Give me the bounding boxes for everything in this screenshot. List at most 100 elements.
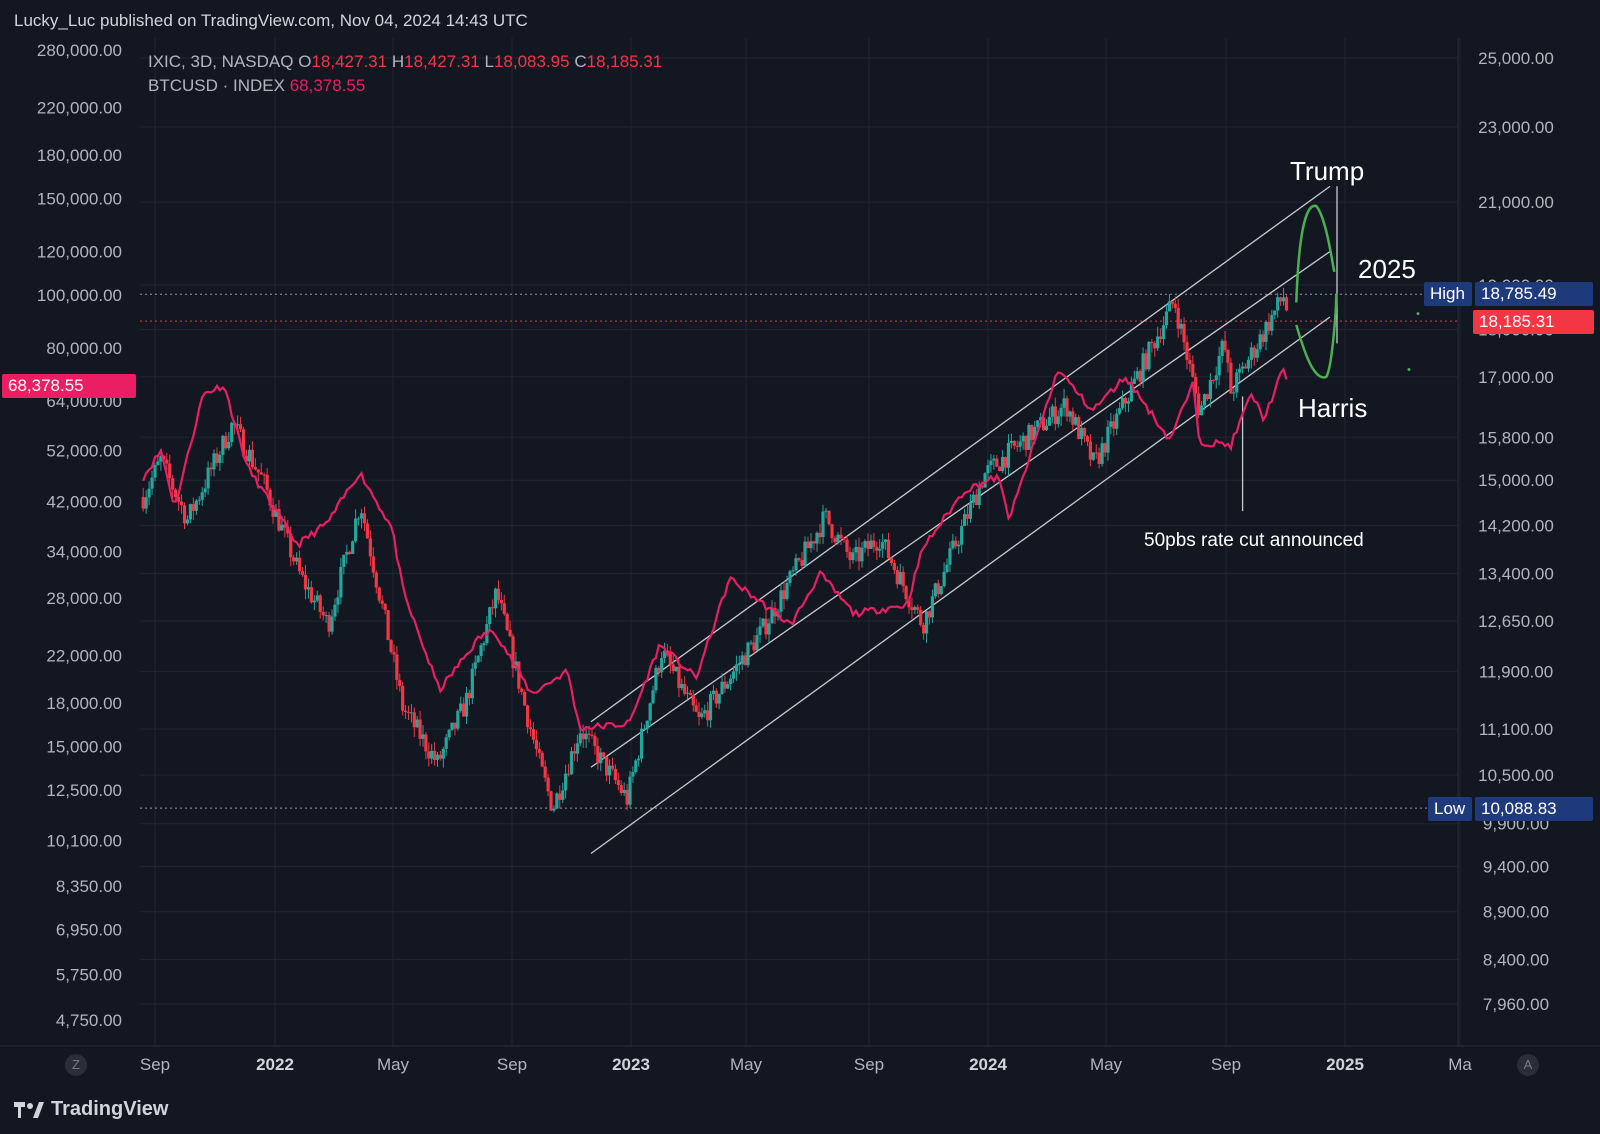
ixic-symbol[interactable]: IXIC, 3D, NASDAQ [148, 52, 294, 71]
candle [1188, 352, 1192, 373]
candle-body [398, 680, 402, 686]
candle-body [362, 513, 367, 524]
low-label-badge: Low [1428, 797, 1472, 821]
right-axis-tick: 10,500.00 [1478, 766, 1554, 785]
candle-body [403, 710, 408, 712]
candle [697, 702, 701, 726]
candle-body [435, 754, 440, 760]
auto-scale-button[interactable]: A [1517, 1054, 1539, 1076]
candle-body [1284, 297, 1289, 311]
candle [919, 605, 923, 627]
candle-body [256, 469, 260, 473]
right-price-axis[interactable]: 25,000.0023,000.0021,000.0019,000.0018,0… [1478, 49, 1554, 1014]
candle-body [1197, 393, 1201, 416]
candle [194, 498, 198, 515]
candle-body [691, 695, 695, 706]
channel-upper-line[interactable] [590, 185, 1331, 723]
candle-body [1115, 413, 1119, 429]
candle [1156, 326, 1160, 352]
candle-body [171, 478, 175, 490]
candle-body [1220, 340, 1224, 357]
btc-symbol[interactable]: BTCUSD · INDEX [148, 76, 285, 95]
candle [1281, 287, 1286, 306]
candle-body [321, 611, 325, 616]
candle-body [224, 435, 228, 449]
rate-cut-annotation[interactable]: 50pbs rate cut announced [1144, 530, 1364, 551]
forecast-drawing[interactable] [1295, 204, 1420, 379]
forecast-lower-arc[interactable] [1295, 293, 1338, 379]
candle [268, 487, 272, 511]
time-axis[interactable]: Sep 2022 May Sep 2023 May Sep 2024 May Sep 2025 Ma [140, 1055, 1472, 1074]
candle [886, 532, 891, 560]
trump-annotation[interactable]: Trump [1290, 156, 1365, 186]
candle [761, 617, 765, 629]
candle-body [824, 510, 828, 512]
close-key: C [574, 52, 587, 71]
candle-body [1223, 340, 1227, 351]
candle [800, 551, 804, 570]
candle [913, 605, 917, 615]
candle [806, 536, 810, 549]
candle-body [913, 607, 917, 610]
candle [1115, 408, 1119, 436]
candle-body [1191, 363, 1195, 377]
ixic-legend[interactable]: IXIC, 3D, NASDAQ O18,427.31 H18,427.31 L… [148, 52, 662, 72]
candle-body [1009, 440, 1014, 443]
candle-body [564, 773, 568, 791]
candle-body [764, 618, 768, 635]
candle-body [962, 514, 967, 527]
left-axis-tick: 34,000.00 [46, 543, 122, 562]
candle-body [1141, 353, 1145, 382]
candle [998, 465, 1002, 472]
channel-mid-line[interactable] [590, 250, 1331, 768]
candle [755, 627, 759, 651]
candle [812, 540, 816, 550]
year-annotation[interactable]: 2025 [1358, 254, 1416, 284]
channel-lower-line[interactable] [590, 316, 1331, 854]
left-price-axis[interactable]: 280,000.00 220,000.00 180,000.00 150,000.00… [37, 41, 122, 1030]
trend-channel[interactable] [590, 185, 1338, 854]
candle [631, 766, 635, 783]
candle [842, 536, 846, 543]
candle-body [453, 722, 457, 729]
candle [965, 504, 970, 526]
candle-body [1232, 392, 1236, 394]
candle [330, 609, 334, 635]
candle-body [1036, 420, 1040, 427]
candle [1056, 410, 1060, 428]
zoom-reset-button[interactable]: Z [65, 1054, 87, 1076]
candle [430, 743, 434, 764]
candle [1082, 427, 1087, 443]
candle-body [616, 780, 620, 786]
candle-body [1281, 297, 1286, 302]
candle [1027, 422, 1031, 450]
forecast-upper-arc[interactable] [1295, 204, 1336, 303]
candle-body [827, 510, 831, 525]
high-value-badge: 18,785.49 [1475, 282, 1593, 306]
candle-body [427, 751, 431, 759]
candle [1182, 317, 1186, 351]
x-axis-tick: 2022 [256, 1055, 294, 1074]
candle [1050, 403, 1054, 423]
candle-body [1024, 435, 1028, 450]
candle-body [1109, 421, 1113, 427]
candle-body [1106, 426, 1110, 453]
left-axis-tick: 52,000.00 [46, 442, 122, 461]
candle [645, 720, 649, 734]
candle-body [259, 472, 263, 475]
price-chart[interactable]: 280,000.00 220,000.00 180,000.00 150,000.00… [0, 38, 1600, 1090]
candle-body [473, 662, 477, 669]
candle [596, 737, 600, 770]
candle-body [833, 537, 837, 543]
candle [924, 610, 929, 643]
tradingview-logo[interactable]: TradingView [14, 1098, 168, 1121]
candle-body [1001, 456, 1005, 472]
candle [433, 742, 437, 766]
btc-legend[interactable]: BTCUSD · INDEX 68,378.55 [148, 76, 365, 96]
candle [1176, 298, 1180, 338]
candle [227, 432, 231, 451]
harris-annotation[interactable]: Harris [1298, 393, 1368, 423]
candle [1200, 400, 1204, 416]
candle-body [992, 458, 996, 461]
candle-body [697, 711, 701, 717]
